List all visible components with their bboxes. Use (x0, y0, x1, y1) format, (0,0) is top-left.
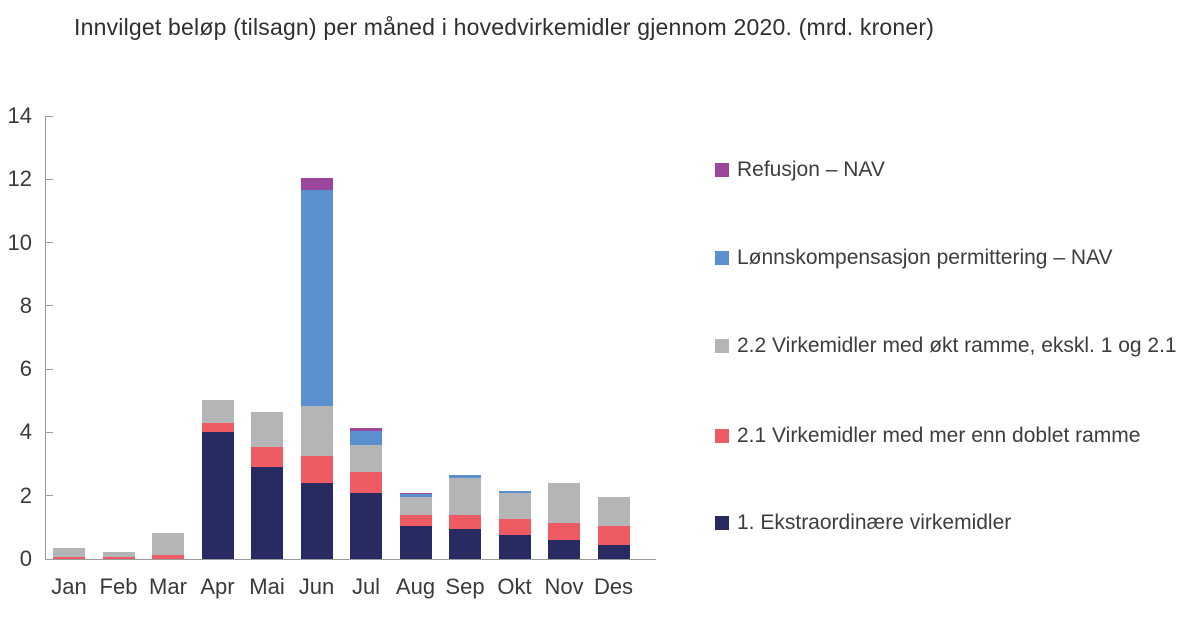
bar-segment-series-0 (251, 467, 283, 559)
legend-item-series-0[interactable]: 1. Ekstraordinære virkemidler (715, 511, 1011, 535)
bar-segment-series-1 (53, 556, 85, 559)
bar-segment-series-1 (548, 522, 580, 540)
legend-marker-icon (715, 163, 729, 177)
legend-label: 2.2 Virkemidler med økt ramme, ekskl. 1 … (737, 334, 1177, 357)
chart-title: Innvilget beløp (tilsagn) per måned i ho… (74, 14, 935, 40)
legend-marker-icon (715, 516, 729, 530)
bar-segment-series-2 (350, 445, 382, 472)
legend-marker-icon (715, 251, 729, 265)
x-tick-label: Sep (445, 574, 485, 599)
bar-segment-series-2 (597, 496, 630, 526)
x-tick-label: Okt (497, 574, 532, 599)
bar-segment-series-2 (53, 547, 85, 557)
bar-segment-series-1 (251, 446, 283, 468)
bar-segment-series-3 (498, 491, 531, 494)
bar-segment-series-3 (399, 494, 432, 498)
bar-segment-series-1 (449, 514, 481, 529)
y-tick-label: 0 (19, 546, 32, 571)
y-axis-tick (45, 178, 53, 180)
y-tick-label: 8 (19, 292, 32, 318)
legend-label: 1. Ekstraordinære virkemidler (737, 511, 1012, 534)
bar-segment-series-0 (350, 492, 382, 559)
legend-label: Lønnskompensasjon permittering – NAV (737, 246, 1113, 269)
bar-segment-series-1 (498, 519, 531, 536)
bar-segment-series-2 (399, 497, 432, 515)
bar-segment-series-2 (102, 551, 135, 558)
bar-segment-series-2 (251, 411, 283, 447)
bar-segment-series-0 (449, 528, 481, 559)
y-tick-label: 6 (19, 356, 32, 382)
legend-marker-icon (715, 429, 729, 443)
y-axis-tick (45, 115, 53, 117)
x-axis-line (45, 559, 656, 560)
bar-segment-series-2 (548, 483, 580, 523)
y-tick-label: 14 (7, 103, 32, 128)
bar-segment-series-1 (350, 471, 382, 493)
bar-segment-series-1 (399, 514, 432, 526)
x-tick-label: Jul (351, 574, 381, 599)
y-tick-label: 10 (7, 229, 32, 255)
plot-area: 0 2 4 6 8 10 12 14 Jan Feb Mar Apr Mai Jun Jul Aug Sep Ok… (7, 103, 656, 599)
bar-segment-series-4 (300, 177, 333, 191)
bar-segment-series-4 (399, 493, 432, 495)
bar-segment-series-3 (300, 190, 333, 406)
y-axis-tick (45, 242, 53, 244)
y-axis-tick (45, 495, 53, 497)
bar-segment-series-1 (152, 555, 184, 559)
y-axis-line (45, 116, 46, 559)
bar-segment-series-0 (300, 483, 333, 559)
legend-item-series-1[interactable]: 2.1 Virkemidler med mer enn doblet ramme (715, 424, 1140, 448)
legend-item-series-2[interactable]: 2.2 Virkemidler med økt ramme, ekskl. 1 … (715, 334, 1177, 358)
x-tick-label: Apr (200, 574, 235, 599)
x-tick-label: Feb (99, 574, 138, 599)
legend: Refusjon – NAV Lønnskompensasjon permitte… (715, 0, 1200, 619)
bar-segment-series-3 (350, 430, 382, 446)
legend-item-series-4[interactable]: Refusjon – NAV (715, 158, 885, 182)
y-axis-tick (45, 368, 53, 370)
bar-segment-series-0 (597, 544, 630, 559)
x-tick-label: Aug (395, 574, 436, 599)
y-axis-tick (45, 431, 53, 433)
legend-item-series-3[interactable]: Lønnskompensasjon permittering – NAV (715, 246, 1112, 270)
y-axis-tick (45, 558, 53, 560)
legend-marker-icon (715, 339, 729, 353)
bar-segment-series-0 (548, 540, 580, 559)
bar-segment-series-2 (201, 400, 234, 423)
x-tick-label: Nov (544, 574, 584, 599)
bar-segment-series-1 (102, 557, 135, 559)
bar-segment-series-4 (350, 427, 382, 431)
bar-segment-series-3 (449, 475, 481, 479)
bar-segment-series-2 (300, 405, 333, 457)
bar-segment-series-1 (300, 456, 333, 484)
x-tick-label: Mar (149, 574, 187, 599)
bar-segment-series-1 (597, 525, 630, 545)
bar-segment-series-0 (201, 432, 234, 559)
legend-label: 2.1 Virkemidler med mer enn doblet ramme (737, 424, 1141, 447)
bar-segment-series-0 (399, 525, 432, 559)
y-tick-label: 2 (19, 482, 32, 508)
y-tick-label: 12 (7, 166, 32, 192)
y-axis-tick (45, 305, 53, 307)
x-tick-label: Jun (298, 574, 335, 599)
bar-segment-series-2 (449, 478, 481, 515)
legend-label: Refusjon – NAV (737, 158, 885, 181)
bar-segment-series-1 (201, 422, 234, 433)
x-tick-label: Jan (51, 574, 87, 599)
x-tick-label: Mai (249, 574, 285, 599)
bar-segment-series-2 (152, 533, 184, 556)
bar-segment-series-2 (498, 493, 531, 520)
x-tick-label: Des (593, 574, 634, 599)
bar-segment-series-0 (498, 535, 531, 559)
y-tick-label: 4 (19, 419, 32, 445)
